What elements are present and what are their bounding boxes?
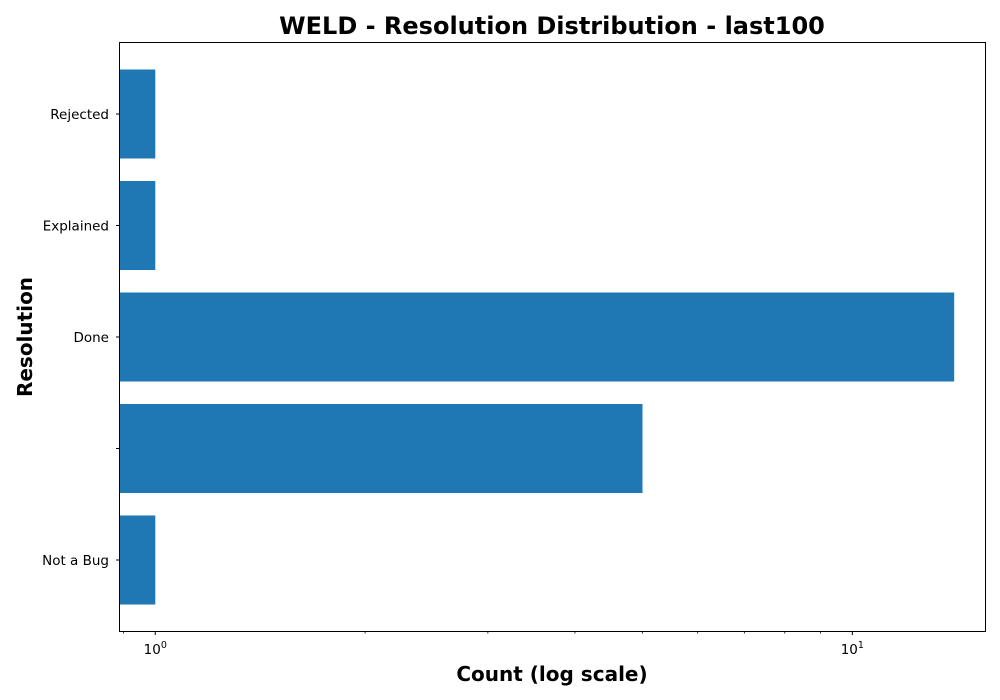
chart-title: WELD - Resolution Distribution - last100: [279, 12, 825, 40]
x-axis-label: Count (log scale): [456, 662, 647, 686]
x-axis-ticks: 100 101: [122, 631, 864, 658]
bars-group: [120, 69, 955, 605]
bar-blank-1: [120, 404, 643, 493]
plot-frame: [119, 42, 986, 632]
bar-explained: [120, 181, 156, 270]
y-tick-label-explained: Explained: [43, 219, 109, 235]
y-tick-label-done: Done: [73, 330, 109, 346]
bar-done: [120, 292, 955, 382]
y-tick-label-rejected: Rejected: [50, 107, 109, 123]
y-axis-ticks: Not a Bug Done Explained Rejected: [42, 107, 120, 569]
bar-not-a-bug: [120, 515, 156, 605]
y-axis-label: Resolution: [13, 277, 37, 397]
x-tick-label-0: 100: [144, 640, 167, 658]
bar-rejected: [120, 69, 156, 159]
y-tick-label-not-a-bug: Not a Bug: [42, 553, 109, 569]
x-tick-label-1: 101: [841, 640, 864, 658]
